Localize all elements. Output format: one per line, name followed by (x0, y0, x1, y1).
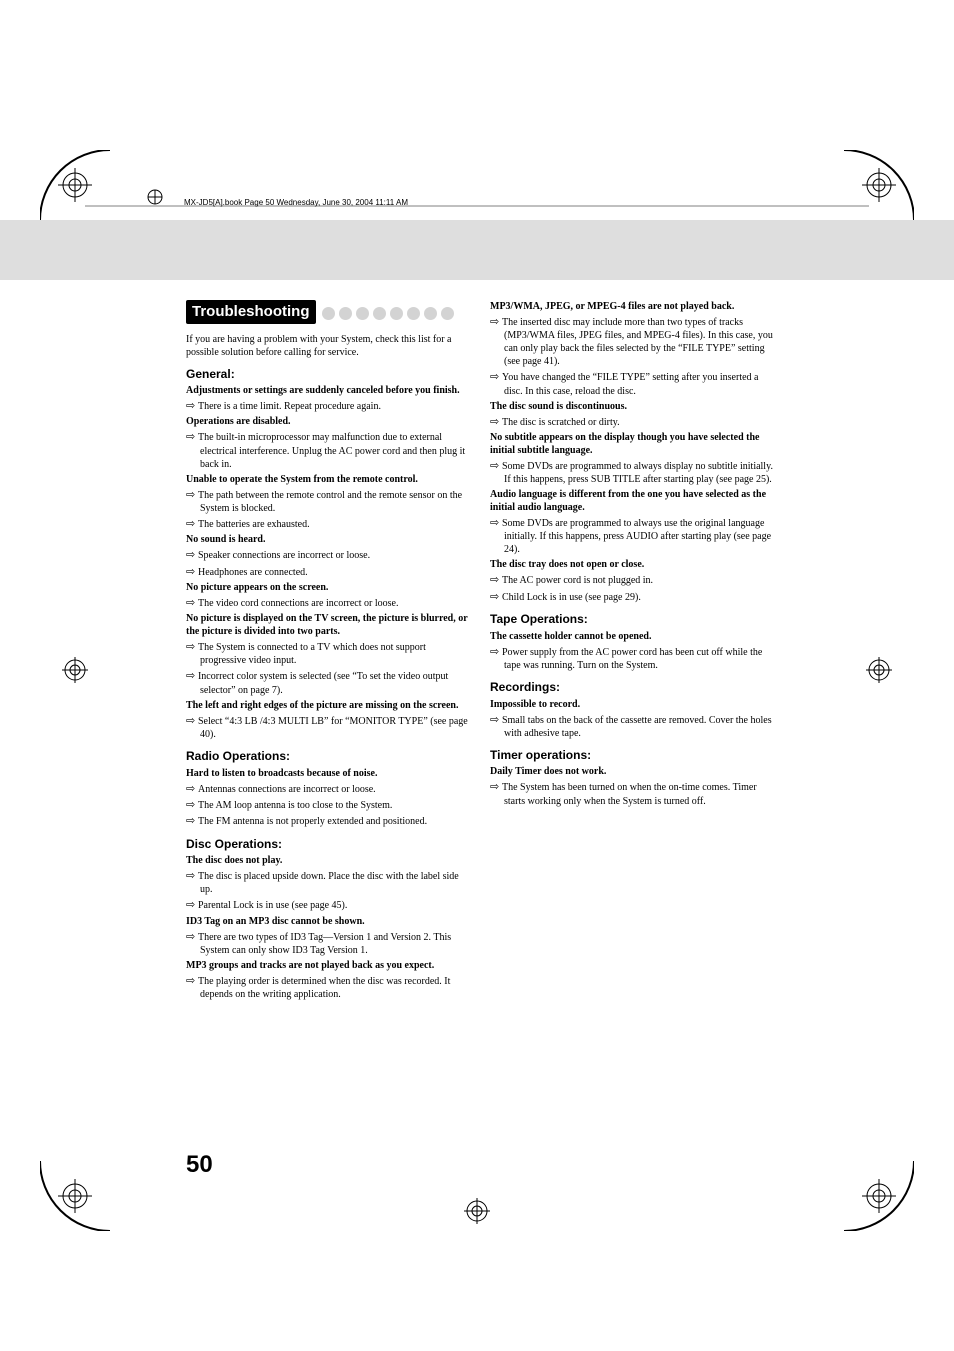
remedy: Speaker connections are incorrect or loo… (186, 548, 470, 562)
gray-banner (0, 220, 954, 280)
intro-text: If you are having a problem with your Sy… (186, 333, 470, 359)
title-dots (322, 307, 454, 320)
symptom: ID3 Tag on an MP3 disc cannot be shown. (186, 915, 470, 928)
remedy: Headphones are connected. (186, 565, 470, 579)
symptom: No picture is displayed on the TV screen… (186, 612, 470, 638)
symptom: No sound is heard. (186, 533, 470, 546)
symptom: MP3 groups and tracks are not played bac… (186, 959, 470, 972)
remedy: The AC power cord is not plugged in. (490, 573, 774, 587)
symptom: Impossible to record. (490, 698, 774, 711)
remedy: The System is connected to a TV which do… (186, 640, 470, 667)
remedy: The built-in microprocessor may malfunct… (186, 430, 470, 470)
reg-mark-right-icon (864, 655, 894, 685)
remedy: Incorrect color system is selected (see … (186, 669, 470, 696)
reg-mark-left-icon (60, 655, 90, 685)
symptom: The disc sound is discontinuous. (490, 400, 774, 413)
remedy: The disc is scratched or dirty. (490, 415, 774, 429)
symptom: No subtitle appears on the display thoug… (490, 431, 774, 457)
symptom: Audio language is different from the one… (490, 488, 774, 514)
symptom: Adjustments or settings are suddenly can… (186, 384, 470, 397)
symptom: Unable to operate the System from the re… (186, 473, 470, 486)
tape-heading: Tape Operations: (490, 612, 774, 628)
symptom: MP3/WMA, JPEG, or MPEG-4 files are not p… (490, 300, 774, 313)
remedy: Some DVDs are programmed to always displ… (490, 459, 774, 486)
crop-mark-tr-icon (844, 150, 914, 220)
remedy: The batteries are exhausted. (186, 517, 470, 531)
crop-mark-tl-icon (40, 150, 110, 220)
remedy: Some DVDs are programmed to always use t… (490, 516, 774, 556)
remedy: The FM antenna is not properly extended … (186, 814, 470, 828)
timer-heading: Timer operations: (490, 748, 774, 764)
symptom: Daily Timer does not work. (490, 765, 774, 778)
remedy: The inserted disc may include more than … (490, 315, 774, 368)
remedy: You have changed the “FILE TYPE” setting… (490, 370, 774, 397)
remedy: Antennas connections are incorrect or lo… (186, 782, 470, 796)
reg-mark-bottom-icon (462, 1196, 492, 1226)
radio-heading: Radio Operations: (186, 749, 470, 765)
remedy: The disc is placed upside down. Place th… (186, 869, 470, 896)
remedy: There is a time limit. Repeat procedure … (186, 399, 470, 413)
symptom: Hard to listen to broadcasts because of … (186, 767, 470, 780)
remedy: There are two types of ID3 Tag—Version 1… (186, 930, 470, 957)
crop-mark-br-icon (844, 1161, 914, 1231)
recordings-heading: Recordings: (490, 680, 774, 696)
title-row: Troubleshooting (186, 300, 470, 327)
header-rule (85, 188, 869, 208)
left-column: Troubleshooting If you are having a prob… (186, 300, 470, 1003)
symptom: The cassette holder cannot be opened. (490, 630, 774, 643)
symptom: Operations are disabled. (186, 415, 470, 428)
remedy: The System has been turned on when the o… (490, 780, 774, 807)
section-title: Troubleshooting (186, 300, 316, 324)
remedy: The AM loop antenna is too close to the … (186, 798, 470, 812)
symptom: No picture appears on the screen. (186, 581, 470, 594)
general-heading: General: (186, 367, 470, 383)
symptom: The disc tray does not open or close. (490, 558, 774, 571)
remedy: Parental Lock is in use (see page 45). (186, 898, 470, 912)
remedy: The path between the remote control and … (186, 488, 470, 515)
remedy: Power supply from the AC power cord has … (490, 645, 774, 672)
crop-mark-bl-icon (40, 1161, 110, 1231)
remedy: The playing order is determined when the… (186, 974, 470, 1001)
content-area: Troubleshooting If you are having a prob… (186, 300, 774, 1003)
right-column: MP3/WMA, JPEG, or MPEG-4 files are not p… (490, 300, 774, 1003)
remedy: Small tabs on the back of the cassette a… (490, 713, 774, 740)
remedy: The video cord connections are incorrect… (186, 596, 470, 610)
page-number: 50 (186, 1151, 213, 1179)
symptom: The disc does not play. (186, 854, 470, 867)
symptom: The left and right edges of the picture … (186, 699, 470, 712)
disc-heading: Disc Operations: (186, 837, 470, 853)
remedy: Child Lock is in use (see page 29). (490, 590, 774, 604)
remedy: Select “4:3 LB /4:3 MULTI LB” for “MONIT… (186, 714, 470, 741)
